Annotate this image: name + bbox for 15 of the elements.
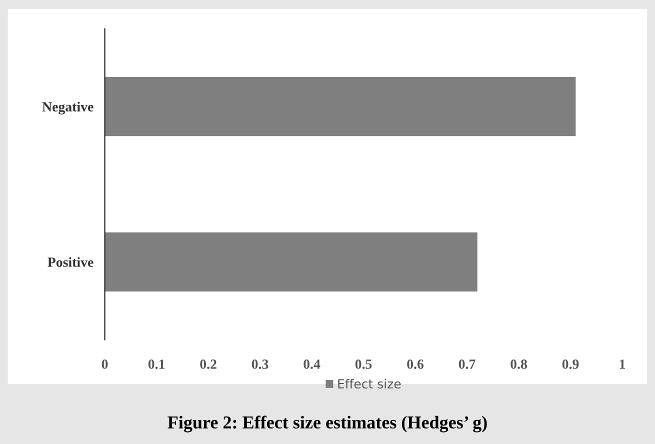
y-tick-label: Negative: [42, 102, 94, 114]
x-tick-label: 1: [620, 360, 626, 369]
x-tick-label: 0.2: [200, 360, 216, 369]
x-tick-label: 0.9: [562, 360, 579, 369]
caption: Figure 2: Effect size estimates (Hedges’ g): [168, 416, 487, 432]
x-tick-label: 0.5: [355, 360, 372, 369]
legend-label: Effect size: [338, 378, 401, 389]
x-tick-label: 0.6: [407, 360, 424, 369]
x-tick-label: 0: [102, 360, 108, 369]
y-tick-label: Positive: [48, 257, 94, 267]
x-tick-label: 0.4: [304, 360, 320, 369]
x-tick-label: 0.1: [148, 360, 165, 369]
x-tick-label: 0.7: [458, 360, 476, 369]
x-tick-label: 0.8: [510, 360, 527, 369]
x-tick-label: 0.3: [252, 360, 268, 369]
